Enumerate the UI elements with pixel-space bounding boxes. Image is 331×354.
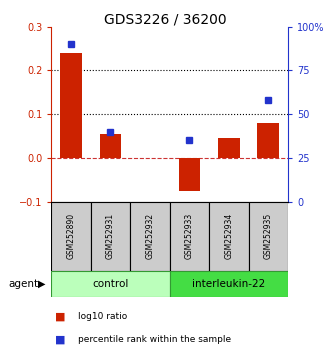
Bar bbox=[178, 158, 200, 191]
Text: percentile rank within the sample: percentile rank within the sample bbox=[78, 335, 231, 344]
Bar bbox=[60, 53, 82, 158]
Text: GSM252931: GSM252931 bbox=[106, 213, 115, 259]
Bar bbox=[169, 202, 209, 271]
Text: GDS3226 / 36200: GDS3226 / 36200 bbox=[104, 12, 227, 27]
Bar bbox=[249, 202, 288, 271]
Text: ■: ■ bbox=[55, 312, 65, 322]
Text: agent: agent bbox=[8, 279, 38, 289]
Bar bbox=[169, 271, 288, 297]
Text: GSM252934: GSM252934 bbox=[224, 213, 233, 259]
Text: log10 ratio: log10 ratio bbox=[78, 312, 127, 321]
Bar bbox=[91, 202, 130, 271]
Bar bbox=[258, 123, 279, 158]
Text: control: control bbox=[92, 279, 129, 289]
Bar bbox=[209, 202, 249, 271]
Bar bbox=[100, 134, 121, 158]
Text: GSM252933: GSM252933 bbox=[185, 213, 194, 259]
Text: ▶: ▶ bbox=[38, 279, 45, 289]
Bar bbox=[218, 138, 240, 158]
Bar bbox=[130, 202, 169, 271]
Text: ■: ■ bbox=[55, 335, 65, 345]
Text: GSM252935: GSM252935 bbox=[264, 213, 273, 259]
Text: GSM252890: GSM252890 bbox=[67, 213, 75, 259]
Text: GSM252932: GSM252932 bbox=[145, 213, 155, 259]
Bar bbox=[51, 271, 169, 297]
Text: interleukin-22: interleukin-22 bbox=[192, 279, 265, 289]
Bar bbox=[51, 202, 91, 271]
